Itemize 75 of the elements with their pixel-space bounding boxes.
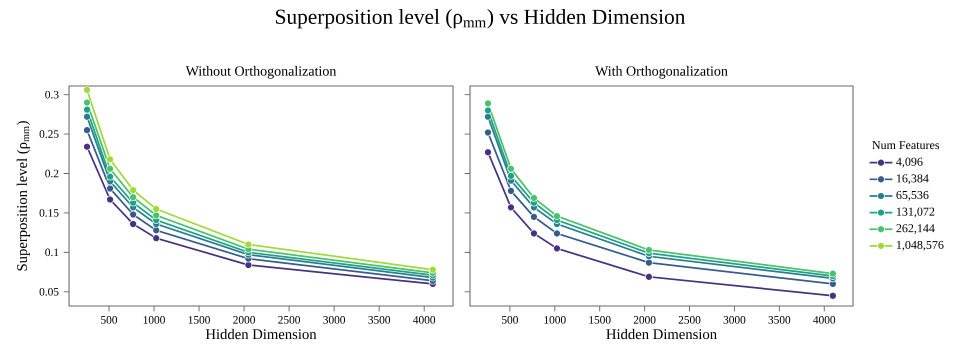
legend-label: 16,384 [896, 174, 929, 184]
y-tick-label: 0.1 [45, 248, 58, 256]
x-axis-title: Hidden Dimension [206, 328, 316, 340]
x-tick-label: 4000 [813, 316, 836, 324]
point [507, 204, 515, 212]
point [829, 270, 837, 278]
legend-label: 65,536 [896, 190, 929, 201]
point [530, 213, 538, 221]
point [83, 142, 91, 151]
x-tick-label: 1500 [589, 316, 611, 324]
point [553, 230, 561, 238]
point [106, 172, 114, 180]
point [106, 164, 114, 173]
point [530, 230, 538, 238]
legend-title: Num Features [872, 141, 940, 150]
legend-label: 1,048,576 [896, 240, 944, 251]
point [530, 194, 538, 202]
point [829, 292, 837, 300]
x-tick-label: 1000 [144, 316, 165, 324]
point [152, 212, 160, 220]
legend-label: 262,144 [896, 224, 935, 234]
chart-subtitle: With Orthogonalization [595, 66, 728, 79]
x-tick-label: 500 [502, 316, 518, 324]
point [484, 106, 492, 114]
legend-label: 4,096 [896, 158, 923, 168]
point [507, 164, 515, 173]
chart-title: Superposition level (ρ$_{mm}$) vs Hidden Dimension [276, 8, 686, 28]
y-tick-label: 0.3 [45, 90, 59, 99]
y-tick-label: 0.2 [45, 170, 58, 178]
x-tick-label: 3000 [724, 316, 746, 324]
x-tick-label: 3500 [368, 316, 390, 324]
y-axis-title: Superposition level (ρ$_{mm}$) [16, 121, 30, 271]
point [553, 244, 561, 252]
point [484, 112, 492, 121]
point [429, 266, 437, 274]
x-tick-label: 2000 [634, 316, 656, 324]
point [83, 98, 91, 106]
point [129, 210, 137, 218]
point [83, 126, 91, 134]
x-tick-label: 2000 [233, 316, 255, 324]
y-tick-label: 0.05 [40, 288, 59, 296]
y-tick-label: 0.25 [40, 130, 59, 138]
x-tick-label: 2500 [678, 316, 700, 324]
point [484, 100, 492, 108]
point [645, 258, 653, 266]
y-tick-label: 0.15 [40, 209, 59, 217]
point [484, 148, 492, 156]
x-tick-label: 1000 [544, 316, 566, 324]
point [106, 184, 114, 192]
point [484, 128, 492, 136]
x-axis-title: Hidden Dimension [606, 328, 717, 340]
point [645, 273, 653, 281]
point [645, 246, 653, 254]
point [507, 187, 515, 195]
point [152, 234, 160, 242]
point [106, 156, 114, 164]
point [507, 172, 515, 180]
x-tick-label: 2500 [278, 316, 300, 324]
x-tick-label: 4000 [413, 316, 436, 324]
point [83, 112, 91, 121]
point [152, 205, 160, 213]
x-tick-label: 3000 [323, 316, 346, 324]
point [553, 212, 561, 220]
x-tick-label: 3500 [768, 316, 790, 324]
x-tick-label: 1500 [188, 316, 210, 324]
point [106, 196, 114, 204]
x-tick-label: 500 [101, 316, 118, 324]
point [83, 86, 91, 94]
point [244, 240, 252, 248]
point [129, 220, 137, 228]
point [83, 106, 91, 114]
legend-label: 131,072 [896, 208, 934, 218]
point [129, 186, 137, 194]
point [129, 193, 137, 201]
chart-subtitle: Without Orthogonalization [186, 66, 336, 79]
